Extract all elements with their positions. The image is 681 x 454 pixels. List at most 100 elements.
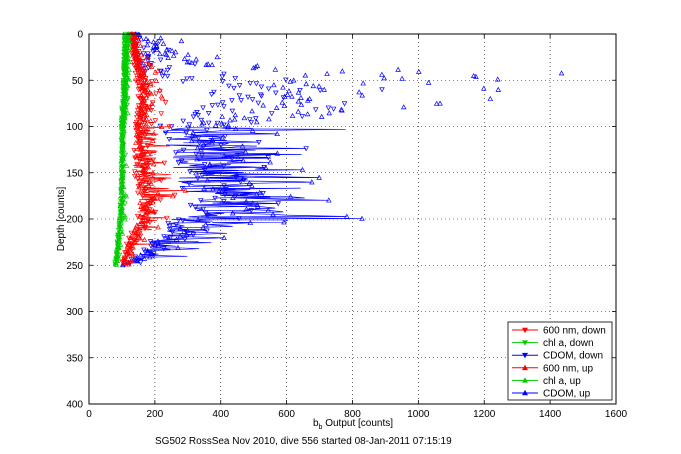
data-point (133, 131, 140, 137)
data-point (137, 114, 144, 120)
data-point (190, 114, 197, 120)
data-point (324, 70, 330, 76)
data-point (121, 103, 127, 109)
data-point (113, 261, 120, 267)
data-point (161, 234, 167, 240)
data-point (233, 171, 240, 177)
data-point (140, 51, 147, 57)
data-point (118, 210, 125, 216)
data-point (265, 86, 272, 92)
data-point (119, 230, 126, 236)
y-tick-label: 100 (66, 122, 83, 133)
data-point (166, 224, 173, 230)
data-point (273, 104, 280, 110)
y-tick-label: 300 (66, 307, 83, 318)
data-point (204, 228, 210, 234)
data-point (186, 181, 192, 187)
data-point (247, 219, 254, 225)
data-point (143, 62, 150, 68)
data-point (142, 163, 148, 169)
data-point (120, 260, 127, 266)
data-point (437, 100, 443, 106)
data-point (149, 175, 156, 181)
data-point (175, 160, 182, 166)
data-point (137, 146, 144, 152)
data-point (219, 113, 226, 119)
data-point (274, 131, 280, 137)
legend-marker (522, 364, 528, 371)
data-point (135, 103, 142, 109)
data-point (198, 146, 204, 152)
data-point (279, 99, 286, 105)
data-point (189, 76, 195, 82)
data-point (199, 121, 205, 127)
x-tick-label: 0 (86, 409, 92, 420)
data-point (249, 108, 255, 114)
data-point (204, 177, 211, 183)
data-point (195, 175, 201, 181)
data-point (119, 122, 126, 128)
data-point (143, 88, 150, 94)
data-point (138, 121, 145, 128)
data-point (123, 162, 130, 168)
data-point (198, 117, 205, 123)
data-point (127, 234, 134, 240)
data-point (122, 96, 129, 102)
data-point (141, 101, 148, 107)
data-point (140, 214, 147, 220)
y-tick-label: 350 (66, 353, 83, 364)
data-point (153, 91, 159, 97)
data-point (225, 122, 232, 128)
data-point (125, 261, 132, 267)
legend-entry: chl a, down (512, 338, 594, 349)
data-point (144, 78, 151, 84)
data-point (142, 117, 148, 123)
data-point (137, 252, 144, 258)
data-point (250, 65, 257, 71)
data-point (143, 202, 149, 208)
data-point (226, 83, 232, 89)
data-point (415, 68, 422, 74)
data-point (126, 235, 132, 241)
data-point (198, 198, 204, 204)
data-point (143, 79, 149, 85)
data-point (253, 191, 260, 197)
data-point (246, 180, 253, 186)
data-point (150, 39, 157, 45)
ticks: 0 200 400 600 800 1000 1200 1400 1600 0 50 100 150 20… (66, 30, 627, 421)
data-point (155, 190, 161, 196)
data-point (221, 104, 227, 110)
legend-label: chl a, down (543, 338, 594, 349)
data-point (242, 149, 249, 155)
data-point (147, 82, 154, 88)
data-point (240, 157, 246, 163)
series-600-nm-up (120, 31, 189, 267)
data-point (154, 47, 160, 53)
data-point (145, 55, 152, 61)
data-point (558, 70, 565, 76)
data-point (153, 77, 160, 83)
data-point (148, 180, 155, 186)
data-point (238, 98, 244, 104)
data-point (302, 72, 309, 78)
data-point (219, 74, 226, 80)
data-point (236, 93, 243, 99)
data-point (193, 56, 199, 62)
legend-label: 600 nm, up (543, 363, 593, 374)
data-point (326, 110, 333, 116)
data-point (134, 114, 140, 121)
data-point (399, 75, 405, 81)
data-point (225, 124, 231, 130)
data-point (229, 210, 236, 216)
data-point (200, 206, 207, 212)
data-point (119, 181, 125, 187)
data-point (481, 85, 487, 91)
data-point (203, 212, 210, 218)
data-point (305, 97, 311, 103)
data-point (152, 241, 159, 247)
data-point (136, 129, 143, 135)
data-point (272, 66, 279, 72)
data-point (141, 112, 148, 118)
data-point (138, 89, 145, 95)
data-point (152, 118, 159, 124)
